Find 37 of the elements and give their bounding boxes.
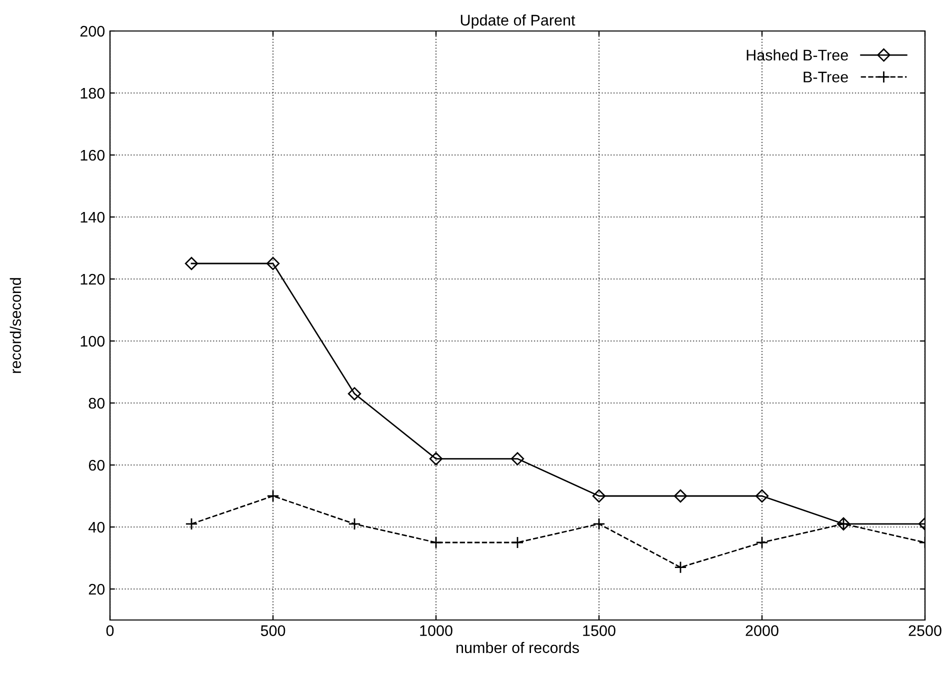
point xyxy=(266,256,280,270)
legend-label: Hashed B-Tree xyxy=(746,49,848,61)
x-tick-label: 2000 xyxy=(746,625,778,636)
point xyxy=(674,489,688,503)
point xyxy=(430,536,442,549)
point xyxy=(185,518,198,530)
y-tick-label: 100 xyxy=(80,336,105,347)
x-tick-label: 0 xyxy=(106,625,114,636)
point xyxy=(348,387,362,400)
y-tick-label: 40 xyxy=(88,522,105,533)
legend-label: B-Tree xyxy=(804,72,848,82)
y-tick-label: 20 xyxy=(88,584,105,595)
point xyxy=(348,518,361,530)
y-tick-label: 160 xyxy=(80,150,105,161)
x-tick-label: 2500 xyxy=(908,625,942,636)
x-axis-title: number of records xyxy=(456,642,579,654)
y-tick-label: 60 xyxy=(88,460,105,471)
point xyxy=(592,518,606,530)
x-tick-label: 1000 xyxy=(420,625,452,636)
point xyxy=(755,489,769,503)
point xyxy=(592,489,606,503)
y-tick-label: 80 xyxy=(88,398,105,409)
y-axis-title: record/second xyxy=(10,278,22,373)
y-tick-label: 200 xyxy=(80,26,105,37)
point xyxy=(756,536,768,549)
y-tick-label: 140 xyxy=(80,212,105,223)
point xyxy=(511,536,524,549)
x-tick-label: 500 xyxy=(260,625,286,636)
point xyxy=(184,256,198,270)
point xyxy=(266,490,280,502)
x-tick-label: 1500 xyxy=(583,625,616,636)
chart-title: Update of Parent xyxy=(460,14,576,29)
point xyxy=(510,452,524,466)
y-tick-label: 180 xyxy=(80,88,105,99)
point xyxy=(429,452,443,466)
point xyxy=(674,561,687,574)
y-tick-label: 120 xyxy=(80,274,105,285)
